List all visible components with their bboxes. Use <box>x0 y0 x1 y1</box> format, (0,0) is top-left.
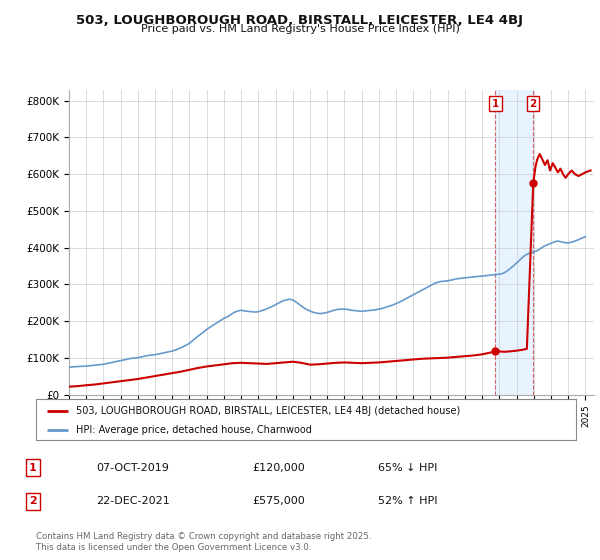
Text: 503, LOUGHBOROUGH ROAD, BIRSTALL, LEICESTER, LE4 4BJ: 503, LOUGHBOROUGH ROAD, BIRSTALL, LEICES… <box>77 14 523 27</box>
Text: 65% ↓ HPI: 65% ↓ HPI <box>378 463 437 473</box>
Text: Contains HM Land Registry data © Crown copyright and database right 2025.
This d: Contains HM Land Registry data © Crown c… <box>36 532 371 552</box>
Text: £575,000: £575,000 <box>252 496 305 506</box>
Text: £120,000: £120,000 <box>252 463 305 473</box>
Text: 1: 1 <box>29 463 37 473</box>
Text: 22-DEC-2021: 22-DEC-2021 <box>96 496 170 506</box>
Bar <box>496 90 533 395</box>
Text: 07-OCT-2019: 07-OCT-2019 <box>96 463 169 473</box>
Text: 52% ↑ HPI: 52% ↑ HPI <box>378 496 437 506</box>
Text: HPI: Average price, detached house, Charnwood: HPI: Average price, detached house, Char… <box>77 424 313 435</box>
Text: 2: 2 <box>530 99 537 109</box>
Text: 2: 2 <box>29 496 37 506</box>
Text: 1: 1 <box>492 99 499 109</box>
Text: Price paid vs. HM Land Registry's House Price Index (HPI): Price paid vs. HM Land Registry's House … <box>140 24 460 34</box>
Text: 503, LOUGHBOROUGH ROAD, BIRSTALL, LEICESTER, LE4 4BJ (detached house): 503, LOUGHBOROUGH ROAD, BIRSTALL, LEICES… <box>77 405 461 416</box>
